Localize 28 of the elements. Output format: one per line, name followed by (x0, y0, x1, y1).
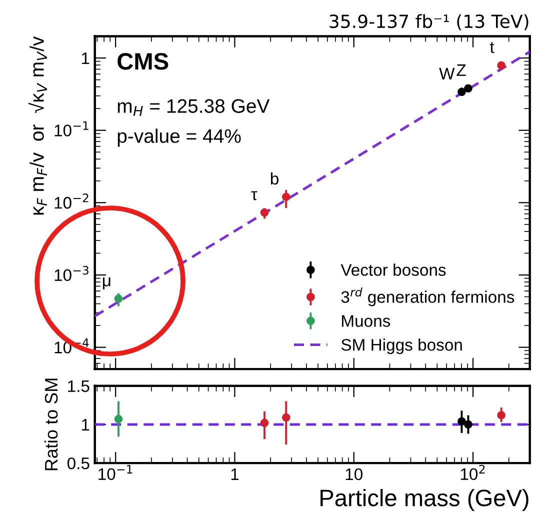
chart-title: 35.9-137 fb⁻¹ (13 TeV) (330, 14, 528, 30)
annotation: W (439, 68, 455, 80)
x-tick-label: 10 (346, 468, 362, 480)
x-tick-label: 10$^{2}$ (460, 464, 485, 480)
annotation: Z (456, 64, 466, 76)
legend-label: SM Higgs boson (341, 338, 462, 354)
text: κ$_{F}$ m$_{F}$/v or √κ$_{V}$ m$_{V}$/v (28, 36, 47, 215)
y-tick-label: 1 (82, 52, 90, 64)
x-axis-title: Particle mass (GeV) (320, 489, 528, 511)
legend-label: 3$^{rd}$ generation fermions (341, 288, 514, 306)
annotation: p-value = 44% (118, 128, 241, 147)
annotation: t (490, 42, 494, 54)
y-tick-label: 0.5 (67, 457, 90, 470)
y-tick-label: 10$^{−2}$ (54, 194, 88, 209)
y-tick-label: 10$^{−3}$ (54, 266, 88, 282)
y-tick-label: 1.5 (68, 380, 90, 392)
legend-label: Vector bosons (340, 264, 446, 276)
legend-label: Muons (342, 315, 390, 327)
y-axis-title: Ratio to SM (44, 378, 58, 470)
y-tick-label: 1 (82, 419, 90, 430)
x-tick-label: 10$^{−1}$ (98, 464, 132, 480)
y-tick-label: 10$^{−1}$ (54, 121, 88, 136)
annotation: μ (103, 277, 110, 290)
annotation: m$_{H}$ = 125.38 GeV (118, 99, 270, 116)
annotation: τ (251, 191, 258, 200)
annotation: b (270, 172, 278, 185)
annotation: CMS (118, 53, 168, 70)
x-tick-label: 1 (231, 468, 239, 480)
